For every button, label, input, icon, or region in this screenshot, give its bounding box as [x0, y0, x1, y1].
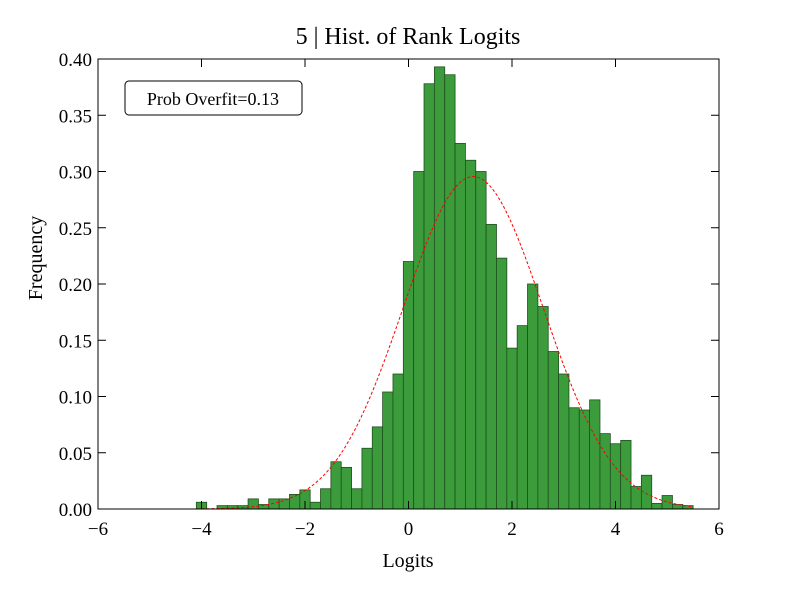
histogram-bar: [568, 407, 580, 510]
histogram-bar: [506, 347, 518, 510]
y-tick-label: 0.35: [59, 106, 92, 127]
histogram-bar: [454, 142, 466, 510]
y-tick-label: 0.10: [59, 388, 92, 409]
histogram-bar: [340, 466, 352, 510]
x-tick-label: 6: [714, 519, 724, 540]
histogram-bar: [433, 66, 446, 510]
histogram-bar: [309, 501, 321, 510]
histogram-bar: [423, 83, 435, 510]
histogram-bar: [289, 493, 301, 510]
fit-curve: [196, 176, 694, 510]
y-tick-label: 0.15: [59, 331, 92, 352]
x-axis-label: Logits: [382, 550, 433, 572]
histogram-bar: [351, 488, 363, 510]
histogram-bar: [371, 426, 384, 510]
histogram-bar: [578, 409, 591, 510]
x-tick-label: −6: [88, 519, 108, 540]
x-tick-label: 2: [507, 519, 517, 540]
histogram-bar: [496, 257, 508, 510]
y-tick-label: 0.05: [59, 444, 92, 465]
annotation-box: [124, 80, 303, 116]
histogram-bar: [485, 223, 497, 510]
histogram-bar: [630, 486, 642, 510]
y-tick-label: 0.00: [59, 500, 92, 521]
y-tick-label: 0.20: [59, 275, 92, 296]
histogram-bar: [382, 391, 394, 510]
histogram-bar: [444, 74, 456, 510]
histogram-bar: [361, 447, 373, 510]
histogram-bar: [330, 461, 342, 510]
chart-title: 5 | Hist. of Rank Logits: [296, 24, 521, 50]
y-tick-label: 0.30: [59, 163, 92, 184]
histogram-bar: [247, 498, 259, 510]
histogram-bar: [320, 488, 332, 510]
x-tick-label: 4: [611, 519, 621, 540]
x-tick-label: −4: [191, 519, 212, 540]
histogram-bar: [547, 351, 559, 510]
histogram-bar: [392, 373, 404, 510]
histogram-bar: [527, 283, 539, 510]
histogram-bar: [537, 306, 549, 510]
histogram-bar: [516, 325, 528, 510]
histogram-bar: [609, 443, 622, 510]
histogram-bar: [682, 505, 694, 510]
histogram-bar: [475, 171, 487, 510]
histogram-bar: [268, 498, 280, 510]
histogram-bar: [599, 433, 611, 510]
histogram-bar: [402, 261, 415, 510]
histogram-bar: [558, 373, 570, 510]
annotation: Prob Overfit=0.13: [147, 89, 279, 109]
y-axis-label: Frequency: [25, 216, 47, 300]
x-tick-label: −2: [295, 519, 315, 540]
histogram-bar: [413, 171, 425, 510]
histogram-bar: [661, 495, 673, 510]
histogram-bar: [651, 502, 663, 510]
y-tick-label: 0.40: [59, 50, 92, 71]
histogram-bar: [278, 498, 290, 510]
histogram-bar: [589, 399, 601, 510]
y-tick-label: 0.25: [59, 219, 92, 240]
x-tick-label: 0: [404, 519, 414, 540]
histogram-bar: [465, 159, 477, 510]
